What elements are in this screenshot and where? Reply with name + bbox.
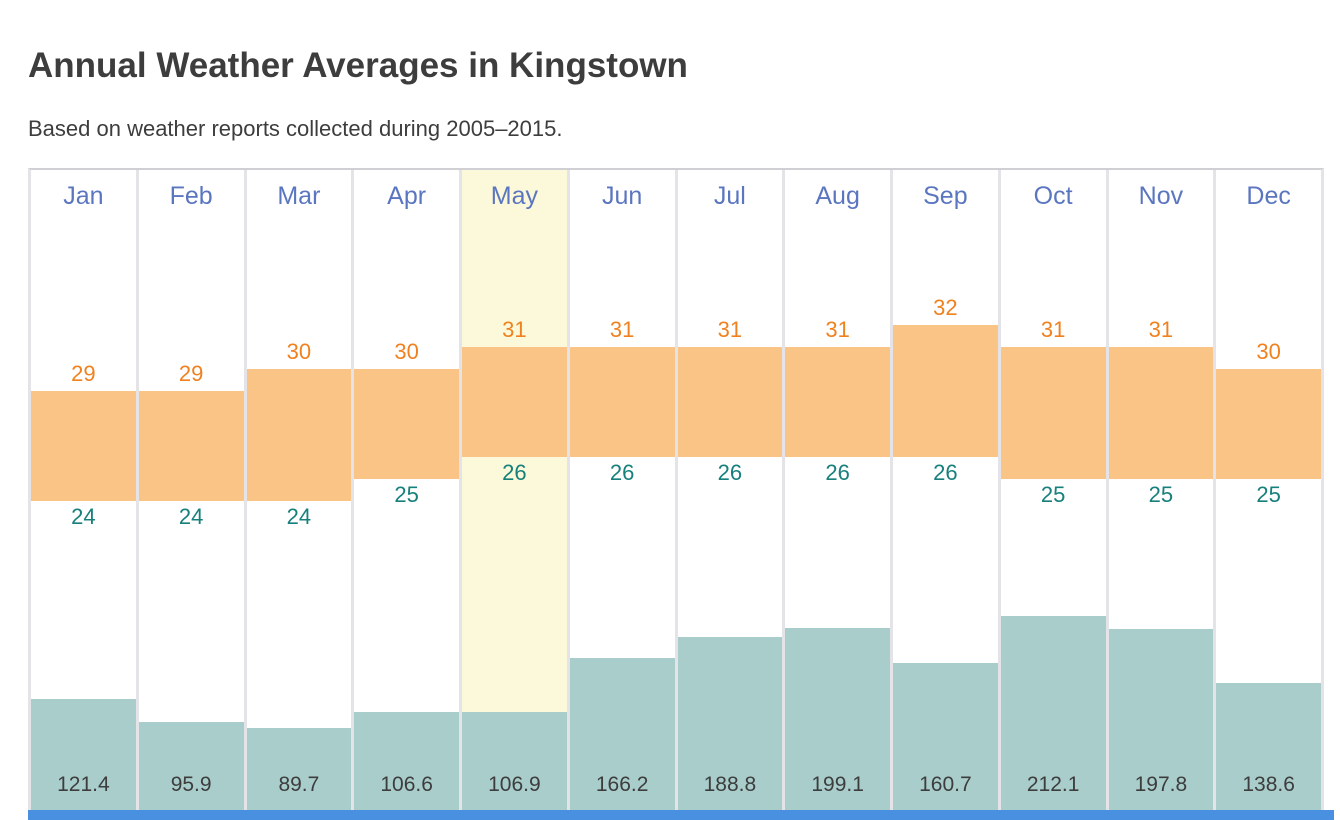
high-temp-value: 29 [71,361,96,386]
month-column-feb: Feb 29 24 95.9 [138,170,247,810]
temperature-band [462,347,567,457]
month-header-sep[interactable]: Sep [923,182,968,210]
month-column-aug: Aug 31 26 199.1 [785,170,893,810]
low-temp-value: 26 [502,460,527,485]
high-temp-value: 30 [286,339,312,364]
month-header-aug[interactable]: Aug [815,182,860,210]
low-temp-value: 25 [1148,482,1174,507]
page-title: Annual Weather Averages in Kingstown [28,46,688,85]
month-column-mar: Mar 30 24 89.7 [246,170,355,810]
high-temp-value: 31 [1040,317,1066,342]
low-temp-value: 25 [1040,482,1066,507]
temperature-band [569,347,675,457]
month-header-may[interactable]: May [490,182,538,210]
temperature-band [246,369,352,501]
precipitation-value: 138.6 [1242,773,1295,796]
month-column-nov: Nov 31 25 197.8 [1108,170,1217,810]
precipitation-value: 106.6 [380,773,433,796]
precipitation-value: 95.9 [170,773,212,796]
footer-accent-bar [28,810,1334,820]
month-header-feb[interactable]: Feb [169,182,213,210]
month-header-jan[interactable]: Jan [63,182,104,210]
high-temp-value: 31 [609,317,635,342]
weather-table: Jan 29 24 121.4 Feb 29 24 95.9 Mar 30 24 89.7 Apr 30 2… [28,168,1324,810]
month-column-jul: Jul 31 26 188.8 [677,170,786,810]
precipitation-bar [569,658,675,810]
temperature-band [354,369,459,479]
low-temp-value: 26 [609,460,635,485]
low-temp-value: 24 [178,504,204,529]
low-temp-value: 26 [933,460,958,485]
month-column-may: May 31 26 106.9 [462,170,570,810]
month-header-dec[interactable]: Dec [1246,182,1291,210]
month-column-dec: Dec 30 25 138.6 [1216,170,1321,810]
month-header-jun[interactable]: Jun [601,182,643,210]
precipitation-bar [893,663,998,810]
high-temp-value: 31 [825,317,850,342]
temperature-band [893,325,998,457]
high-temp-value: 31 [502,317,527,342]
precipitation-bar [677,637,783,810]
precipitation-value: 188.8 [703,773,757,796]
month-column-apr: Apr 30 25 106.6 [354,170,462,810]
precipitation-value: 166.2 [595,773,649,796]
high-temp-value: 32 [933,295,958,320]
temperature-band [31,391,136,501]
precipitation-bar [1216,683,1321,810]
month-column-sep: Sep 32 26 160.7 [893,170,1001,810]
precipitation-value: 197.8 [1134,773,1188,796]
low-temp-value: 24 [286,504,312,529]
temperature-band [1216,369,1321,479]
high-temp-value: 30 [1256,339,1281,364]
precipitation-bar [354,712,459,810]
low-temp-value: 26 [717,460,743,485]
precipitation-value: 106.9 [488,773,541,796]
temperature-band [138,391,244,501]
precipitation-bar [138,722,244,810]
month-header-nov[interactable]: Nov [1138,182,1184,210]
month-header-jul[interactable]: Jul [713,182,746,210]
high-temp-value: 29 [178,361,204,386]
month-header-oct[interactable]: Oct [1033,182,1073,210]
low-temp-value: 26 [825,460,850,485]
month-header-mar[interactable]: Mar [277,182,321,210]
precipitation-value: 160.7 [919,773,972,796]
month-column-oct: Oct 31 25 212.1 [1000,170,1109,810]
precipitation-bar [462,712,567,810]
month-header-apr[interactable]: Apr [387,182,427,210]
precipitation-bar [1108,629,1214,810]
precipitation-value: 212.1 [1026,773,1080,796]
precipitation-value: 121.4 [57,773,110,796]
temperature-band [1000,347,1106,479]
precipitation-bar [785,628,890,810]
high-temp-value: 31 [1148,317,1174,342]
precipitation-bar [1000,616,1106,810]
precipitation-bar [246,728,352,810]
temperature-band [1108,347,1214,479]
month-column-jan: Jan 29 24 121.4 [31,170,139,810]
precipitation-value: 89.7 [278,773,320,796]
month-column-jun: Jun 31 26 166.2 [569,170,678,810]
temperature-band [785,347,890,457]
precipitation-bar [31,699,136,810]
high-temp-value: 31 [717,317,743,342]
temperature-band [677,347,783,457]
precipitation-value: 199.1 [811,773,864,796]
low-temp-value: 25 [394,482,419,507]
page-subtitle: Based on weather reports collected durin… [28,116,563,141]
high-temp-value: 30 [394,339,419,364]
low-temp-value: 24 [71,504,96,529]
low-temp-value: 25 [1256,482,1281,507]
